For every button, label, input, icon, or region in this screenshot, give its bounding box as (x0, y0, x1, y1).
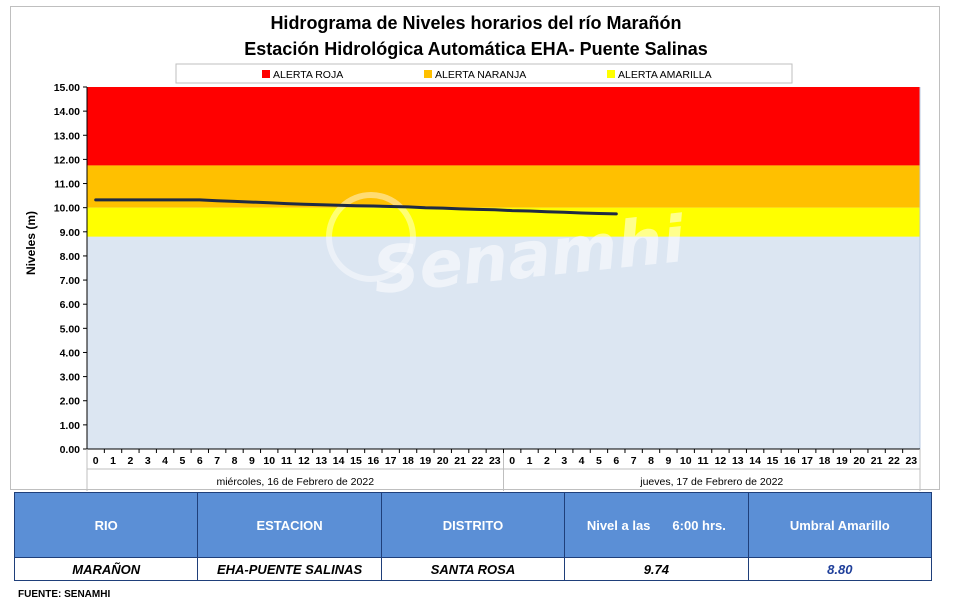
day-label: miércoles, 16 de Febrero de 2022 (216, 476, 374, 488)
y-axis-label: Niveles (m) (24, 211, 38, 275)
chart-title: Hidrograma de Niveles horarios del río M… (270, 13, 681, 33)
y-tick-label: 2.00 (60, 396, 81, 408)
header-nivel: Nivel a las 6:00 hrs. (564, 492, 749, 558)
y-tick-label: 7.00 (60, 275, 81, 287)
y-tick-label: 15.00 (54, 82, 80, 94)
y-tick-label: 9.00 (60, 227, 81, 239)
table-header-row: RIO ESTACION DISTRITO Nivel a las 6:00 h… (13, 492, 933, 558)
alert-band-amarilla (87, 207, 920, 237)
y-tick-label: 3.00 (60, 372, 81, 384)
y-tick-label: 10.00 (54, 203, 80, 215)
hydrograph-chart: Hidrograma de Niveles horarios del río M… (24, 13, 921, 491)
x-tick-label: 5 (180, 455, 186, 467)
legend-label-amarilla: ALERTA AMARILLA (618, 69, 712, 81)
x-tick-label: 6 (197, 455, 203, 467)
x-tick-label: 15 (767, 455, 779, 467)
x-tick-label: 12 (298, 455, 310, 467)
y-tick-label: 6.00 (60, 299, 81, 311)
legend-label-naranja: ALERTA NARANJA (435, 69, 526, 81)
x-tick-label: 13 (732, 455, 744, 467)
y-tick-label: 12.00 (54, 154, 80, 166)
day-label: jueves, 17 de Febrero de 2022 (639, 476, 783, 488)
x-tick-label: 22 (472, 455, 484, 467)
x-tick-label: 18 (819, 455, 831, 467)
y-tick-label: 5.00 (60, 323, 81, 335)
x-tick-label: 8 (232, 455, 238, 467)
x-tick-label: 16 (784, 455, 796, 467)
x-tick-label: 6 (613, 455, 619, 467)
x-tick-label: 23 (905, 455, 917, 467)
header-distrito: DISTRITO (380, 492, 566, 558)
legend-swatch-roja (262, 70, 270, 78)
x-tick-label: 14 (333, 455, 345, 467)
station-info-table: RIO ESTACION DISTRITO Nivel a las 6:00 h… (13, 492, 933, 581)
y-tick-label: 1.00 (60, 420, 81, 432)
x-tick-label: 5 (596, 455, 602, 467)
cell-estacion: EHA-PUENTE SALINAS (197, 557, 382, 581)
x-tick-label: 3 (145, 455, 151, 467)
x-tick-label: 14 (749, 455, 761, 467)
x-tick-label: 21 (454, 455, 466, 467)
legend-label-roja: ALERTA ROJA (273, 69, 343, 81)
alert-band-roja (87, 87, 920, 166)
y-tick-label: 4.00 (60, 347, 81, 359)
x-tick-label: 3 (561, 455, 567, 467)
table-row: MARAÑON EHA-PUENTE SALINAS SANTA ROSA 9.… (13, 557, 933, 581)
x-tick-label: 2 (544, 455, 550, 467)
x-tick-label: 10 (680, 455, 692, 467)
plot-area: Senamhi0.001.002.003.004.005.006.007.008… (54, 82, 921, 491)
x-tick-label: 4 (162, 455, 168, 467)
x-tick-label: 22 (888, 455, 900, 467)
y-tick-label: 0.00 (60, 444, 81, 456)
x-tick-label: 13 (315, 455, 327, 467)
header-rio: RIO (13, 492, 199, 558)
x-tick-label: 20 (437, 455, 449, 467)
header-estacion: ESTACION (197, 492, 382, 558)
legend-swatch-naranja (424, 70, 432, 78)
x-tick-label: 19 (836, 455, 848, 467)
header-nivel-hour: 6:00 hrs. (672, 517, 726, 533)
cell-rio: MARAÑON (13, 557, 199, 581)
y-tick-label: 8.00 (60, 251, 81, 263)
x-tick-label: 17 (801, 455, 813, 467)
x-tick-label: 12 (715, 455, 727, 467)
x-tick-label: 0 (93, 455, 99, 467)
x-tick-label: 9 (665, 455, 671, 467)
legend-swatch-amarilla (607, 70, 615, 78)
x-tick-label: 4 (579, 455, 585, 467)
x-tick-label: 21 (871, 455, 883, 467)
x-tick-label: 10 (263, 455, 275, 467)
y-tick-label: 11.00 (54, 179, 80, 191)
x-tick-label: 18 (402, 455, 414, 467)
header-umbral: Umbral Amarillo (747, 492, 933, 558)
x-tick-label: 17 (385, 455, 397, 467)
y-tick-label: 13.00 (54, 130, 80, 142)
y-tick-label: 14.00 (54, 106, 80, 118)
x-tick-label: 9 (249, 455, 255, 467)
header-nivel-label: Nivel a las (586, 517, 651, 533)
cell-distrito: SANTA ROSA (380, 557, 566, 581)
x-tick-label: 7 (631, 455, 637, 467)
series-line (94, 198, 618, 216)
x-tick-label: 15 (350, 455, 362, 467)
x-tick-label: 16 (368, 455, 380, 467)
x-tick-label: 2 (127, 455, 133, 467)
chart-subtitle: Estación Hidrológica Automática EHA- Pue… (244, 39, 707, 59)
x-tick-label: 7 (214, 455, 220, 467)
legend-box (175, 63, 793, 84)
cell-umbral: 8.80 (747, 557, 933, 581)
x-tick-label: 1 (527, 455, 533, 467)
x-tick-label: 0 (509, 455, 515, 467)
x-tick-label: 20 (853, 455, 865, 467)
source-note: FUENTE: SENAMHI (18, 589, 111, 600)
x-tick-label: 8 (648, 455, 654, 467)
chart-frame: Hidrograma de Niveles horarios del río M… (10, 6, 940, 491)
x-tick-label: 1 (110, 455, 116, 467)
watermark-sun-icon (326, 192, 416, 282)
cell-nivel: 9.74 (564, 557, 749, 581)
x-tick-label: 11 (698, 455, 709, 467)
x-tick-label: 23 (489, 455, 501, 467)
x-tick-label: 19 (420, 455, 432, 467)
x-tick-label: 11 (281, 455, 292, 467)
